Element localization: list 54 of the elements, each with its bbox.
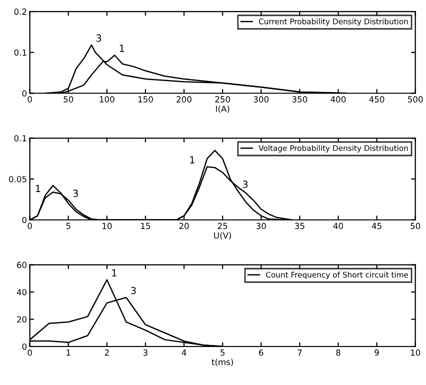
x-tick-label: 7 bbox=[298, 350, 302, 356]
x-tick-label: 45 bbox=[372, 222, 382, 230]
annotation: 1 bbox=[120, 44, 124, 52]
x-tick-label: 1 bbox=[66, 350, 70, 356]
x-tick-label: 4 bbox=[182, 350, 186, 356]
annotation: 1 bbox=[112, 269, 116, 276]
y-tick-label: 0.1 bbox=[14, 49, 26, 56]
y-tick-label: 0.1 bbox=[14, 135, 26, 142]
x-tick-label: 200 bbox=[176, 96, 192, 102]
annotation: 3 bbox=[131, 286, 136, 294]
x-tick-label: 350 bbox=[292, 96, 308, 102]
x-tick-label: 450 bbox=[369, 96, 384, 102]
x-tick-label: 8 bbox=[336, 349, 340, 356]
x-tick-label: 9 bbox=[374, 349, 379, 356]
x-tick-label: 25 bbox=[218, 222, 228, 230]
annotation: 3 bbox=[242, 180, 248, 188]
x-tick-label: 5 bbox=[66, 222, 70, 230]
y-tick-label: 0 bbox=[22, 216, 26, 224]
y-tick-label: 60 bbox=[17, 262, 26, 268]
x-tick-label: 300 bbox=[254, 96, 269, 102]
y-tick-label: 0 bbox=[22, 90, 26, 97]
x-tick-label: 6 bbox=[259, 349, 264, 356]
x-tick-label: 3 bbox=[143, 349, 148, 356]
y-tick-label: 20 bbox=[17, 316, 26, 323]
x-tick-label: 400 bbox=[330, 96, 346, 102]
x-tick-label: 15 bbox=[141, 222, 150, 230]
x-tick-label: 5 bbox=[220, 350, 225, 356]
x-tick-label: 150 bbox=[138, 96, 153, 102]
x-tick-label: 10 bbox=[410, 349, 420, 356]
x-tick-label: 10 bbox=[102, 222, 112, 230]
x-tick-label: 50 bbox=[64, 96, 74, 102]
y-tick-label: 40 bbox=[16, 289, 26, 296]
annotation: 3 bbox=[73, 190, 78, 197]
x-tick-label: 30 bbox=[256, 222, 266, 230]
x-tick-label: 250 bbox=[215, 96, 230, 102]
x-tick-label: 20 bbox=[179, 222, 189, 230]
x-tick-label: 2 bbox=[104, 349, 109, 356]
x-axis-title: I(A) bbox=[216, 105, 230, 113]
y-tick-label: 0.05 bbox=[9, 176, 26, 182]
x-tick-label: 0 bbox=[28, 222, 32, 230]
x-tick-label: 500 bbox=[408, 96, 423, 102]
annotation: 3 bbox=[96, 34, 102, 42]
x-tick-label: 0 bbox=[28, 96, 32, 102]
x-tick-label: 35 bbox=[295, 222, 304, 230]
x-axis-title: t(ms) bbox=[212, 358, 233, 366]
x-tick-label: 50 bbox=[410, 222, 420, 230]
y-tick-label: 0.2 bbox=[14, 8, 26, 15]
x-tick-label: 40 bbox=[333, 222, 343, 230]
annotation: 1 bbox=[36, 184, 40, 192]
annotation: 1 bbox=[190, 156, 194, 164]
x-axis-title: U(V) bbox=[214, 232, 232, 240]
x-tick-label: 100 bbox=[100, 96, 114, 102]
x-tick-label: 0 bbox=[28, 349, 32, 356]
y-tick-label: 0 bbox=[22, 343, 26, 350]
